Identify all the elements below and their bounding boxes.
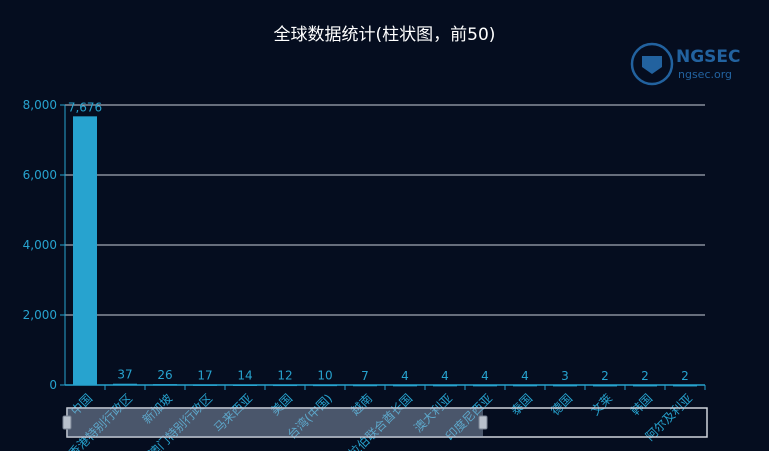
x-category-label: 德国 xyxy=(548,391,576,419)
data-label: 12 xyxy=(277,369,292,383)
svg-text:ngsec.org: ngsec.org xyxy=(678,68,732,81)
svg-text:NGSEC: NGSEC xyxy=(676,47,741,67)
bar xyxy=(113,383,137,386)
data-label: 14 xyxy=(237,369,252,383)
x-category-label: 文莱 xyxy=(588,391,616,419)
data-label: 7 xyxy=(361,369,369,383)
bar xyxy=(153,384,177,386)
data-zoom-start-handle[interactable] xyxy=(62,415,72,430)
y-tick-label: 6,000 xyxy=(23,168,57,182)
bar xyxy=(393,384,417,387)
data-label: 3 xyxy=(561,369,569,383)
bar xyxy=(353,384,377,387)
data-zoom-selected-range[interactable] xyxy=(67,408,483,437)
data-label: 4 xyxy=(521,369,529,383)
data-label: 4 xyxy=(481,369,489,383)
data-zoom-end-handle[interactable] xyxy=(478,415,488,430)
data-label: 26 xyxy=(157,368,172,382)
data-label: 17 xyxy=(197,368,212,382)
bar xyxy=(673,384,697,387)
data-label: 10 xyxy=(317,369,332,383)
data-label: 4 xyxy=(401,369,409,383)
bar xyxy=(513,384,537,387)
bar xyxy=(73,116,97,385)
data-label: 2 xyxy=(601,369,609,383)
y-tick-label: 8,000 xyxy=(23,98,57,112)
bar xyxy=(633,384,657,387)
x-category-label: 韩国 xyxy=(628,391,656,419)
watermark-logo: NGSEC ngsec.org xyxy=(630,40,760,94)
bar xyxy=(593,384,617,387)
y-tick-label: 0 xyxy=(49,378,57,392)
chart-title: 全球数据统计(柱状图，前50) xyxy=(273,25,496,45)
bar xyxy=(553,384,577,387)
bar xyxy=(433,384,457,387)
bar xyxy=(313,384,337,387)
bar xyxy=(193,384,217,386)
data-label: 7,676 xyxy=(68,100,102,114)
bar xyxy=(473,384,497,387)
data-label: 37 xyxy=(117,368,132,382)
data-label: 4 xyxy=(441,369,449,383)
data-label: 2 xyxy=(641,369,649,383)
bar xyxy=(273,384,297,387)
y-tick-label: 4,000 xyxy=(23,238,57,252)
bar xyxy=(233,384,257,387)
x-category-label: 泰国 xyxy=(508,391,535,418)
data-label: 2 xyxy=(681,369,689,383)
y-tick-label: 2,000 xyxy=(23,308,57,322)
